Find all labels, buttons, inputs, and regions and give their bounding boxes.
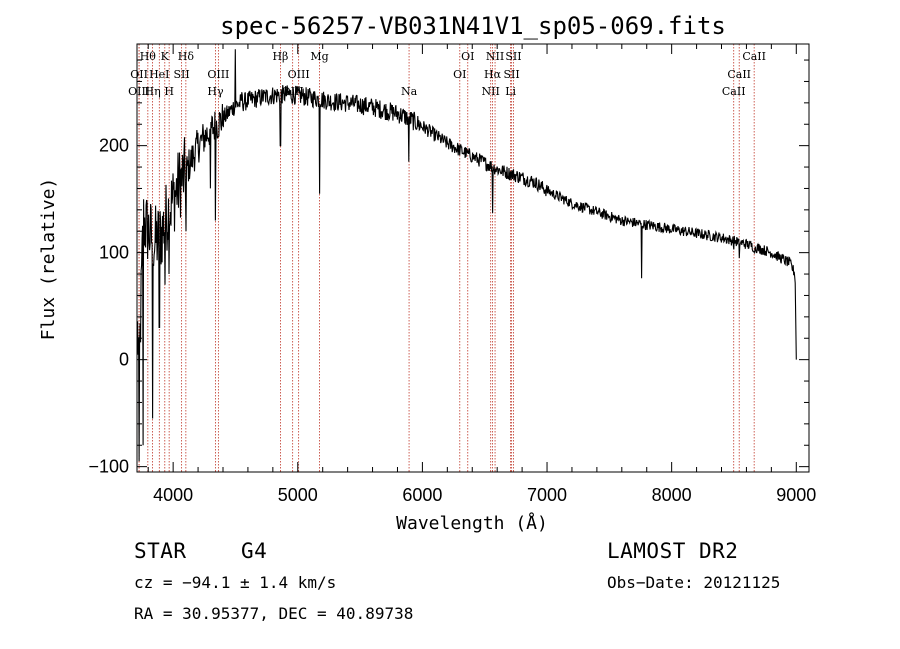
x-tick-label: 5000 (278, 485, 318, 505)
marker-label: Hδ (178, 50, 195, 63)
marker-label: NII (482, 85, 500, 98)
y-axis: −100 0 100 200 (88, 59, 809, 477)
y-tick-label: 200 (99, 136, 129, 156)
x-axis: 4000 5000 6000 7000 8000 9000 (147, 44, 816, 505)
marker-label: Li (505, 85, 516, 98)
y-tick-label: −100 (88, 457, 129, 477)
line-marker-labels: HθOIIOIIIKHeIHηHδSIIHOIIIHγHβOIIIOIIIMgN… (128, 50, 766, 98)
coordinates: RA = 30.95377, DEC = 40.89738 (134, 604, 414, 623)
marker-label: K (161, 50, 170, 63)
marker-label: Hγ (207, 85, 224, 98)
x-tick-label: 4000 (153, 485, 193, 505)
chart-title: spec-56257-VB031N41V1_sp05-069.fits (220, 12, 726, 40)
marker-label: OI (453, 68, 466, 81)
marker-label: Na (401, 85, 418, 98)
marker-label: OIII (288, 68, 310, 81)
marker-label: Hβ (272, 50, 288, 63)
marker-label: OIII (207, 68, 229, 81)
y-tick-label: 100 (99, 243, 129, 263)
marker-label: HeI (149, 68, 169, 81)
marker-label: NII (486, 50, 504, 63)
plot-frame (136, 43, 810, 473)
marker-label: Hθ (140, 50, 157, 63)
marker-label: Hα (484, 68, 502, 81)
x-tick-label: 8000 (652, 485, 692, 505)
marker-label: OI (461, 50, 474, 63)
marker-label: Mg (310, 50, 328, 63)
marker-label: Hη (144, 85, 160, 98)
marker-label: SII (504, 68, 520, 81)
object-subclass: G4 (241, 539, 268, 563)
y-axis-label: Flux (relative) (38, 178, 59, 341)
redshift-velocity: cz = −94.1 ± 1.4 km/s (134, 573, 337, 592)
x-tick-label: 9000 (776, 485, 816, 505)
x-axis-label: Wavelength (Å) (396, 512, 548, 534)
marker-label: H (164, 85, 174, 98)
x-tick-label: 7000 (527, 485, 567, 505)
observation-date: Obs−Date: 20121125 (607, 573, 781, 592)
survey-name: LAMOST DR2 (607, 539, 739, 563)
marker-label: OII (130, 68, 148, 81)
marker-label: CaII (722, 85, 746, 98)
marker-label: SII (174, 68, 190, 81)
spectrum-line (137, 49, 797, 462)
object-class: STAR (134, 539, 187, 563)
x-tick-label: 6000 (402, 485, 442, 505)
marker-label: CaII (742, 50, 766, 63)
marker-label: CaII (727, 68, 751, 81)
y-tick-label: 0 (119, 350, 129, 370)
marker-label: OIII (128, 85, 150, 98)
marker-label: SII (505, 50, 521, 63)
